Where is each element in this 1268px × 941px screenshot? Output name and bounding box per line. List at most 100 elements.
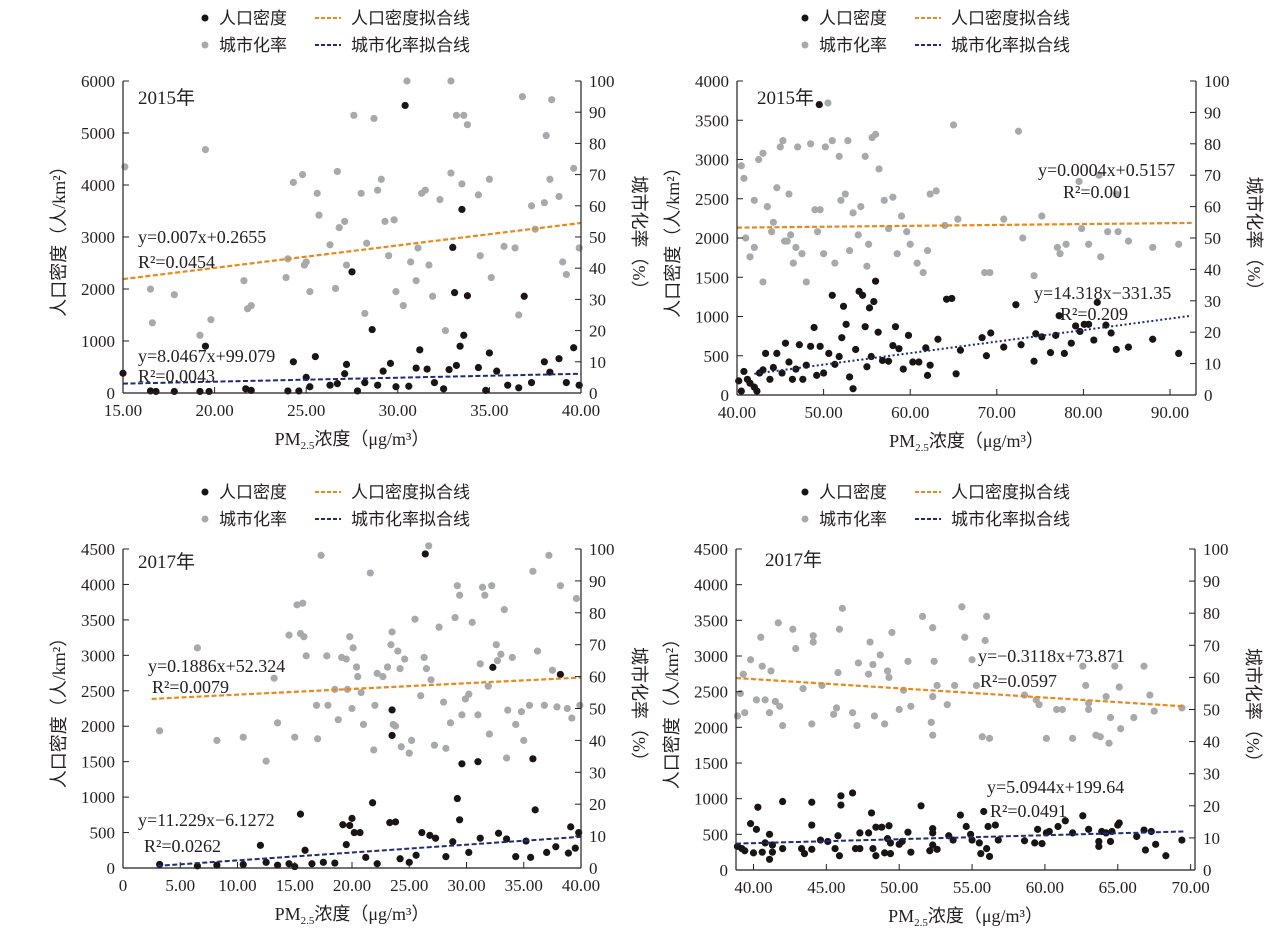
urban-point	[841, 190, 849, 198]
y2-tick-label: 30	[1204, 292, 1221, 311]
urban-point	[853, 721, 861, 730]
urban-point	[776, 702, 784, 710]
density-point	[1152, 840, 1160, 848]
density-point	[1107, 329, 1115, 337]
x-tick-label: 20.00	[195, 401, 233, 420]
density-point	[296, 810, 305, 818]
urban-point	[370, 114, 378, 123]
density-point	[458, 760, 466, 768]
urban-point	[334, 716, 342, 724]
urban-point	[458, 180, 466, 188]
density-point	[342, 841, 350, 849]
urban-point	[1124, 237, 1133, 245]
density-point	[482, 386, 490, 394]
density-point	[956, 811, 965, 819]
density-point	[540, 358, 548, 366]
density-point	[753, 387, 761, 395]
urban-point	[346, 633, 354, 641]
density-point	[975, 839, 983, 847]
density-point	[362, 853, 370, 861]
urban-point	[1030, 272, 1038, 280]
urban-point	[845, 246, 854, 255]
urban-point	[961, 633, 969, 641]
urban-point	[383, 663, 392, 671]
density-point	[564, 849, 573, 857]
density-fit-equation: y=−0.3118x+73.871	[978, 646, 1125, 666]
density-point	[339, 821, 347, 829]
density-point	[956, 346, 965, 354]
y-axis-label-right: 城市化率（%）	[1244, 177, 1264, 300]
urban-point	[239, 733, 247, 741]
urban-point	[575, 244, 583, 252]
y2-tick-label: 60	[1203, 668, 1220, 687]
urban-point	[520, 736, 528, 745]
density-point	[391, 818, 400, 826]
legend-urban-marker	[201, 41, 209, 49]
urban-point	[481, 591, 489, 599]
urban-point	[923, 246, 932, 255]
density-point	[431, 834, 440, 842]
density-fit-line	[736, 221, 1192, 229]
urban-point	[838, 604, 846, 612]
urban-point	[390, 216, 398, 224]
urban-point	[518, 93, 526, 101]
urban-point	[1115, 683, 1123, 691]
urban-point	[485, 175, 493, 183]
y-tick-label: 3000	[695, 151, 729, 170]
urban-point	[397, 743, 405, 751]
urban-point	[478, 583, 487, 591]
y2-tick-label: 80	[1203, 604, 1220, 623]
urban-point	[381, 217, 389, 225]
urban-point	[1085, 705, 1093, 714]
density-point	[872, 852, 880, 860]
density-point	[520, 292, 528, 300]
x-label-subscript: 2.5	[914, 917, 928, 929]
y-tick-label: 4000	[81, 176, 115, 195]
density-point	[800, 849, 809, 858]
y-axis-label-right: 城市化率（%）	[629, 647, 649, 770]
density-point	[768, 848, 777, 856]
density-point	[746, 820, 755, 828]
x-tick-label: 40.00	[562, 401, 600, 420]
urban-point	[933, 681, 941, 690]
urban-point	[156, 727, 164, 735]
density-point	[369, 799, 377, 807]
urban-point	[285, 631, 293, 639]
urban-point	[504, 706, 512, 714]
urban-point	[300, 633, 308, 641]
x-label-main: PM	[275, 429, 301, 449]
urban-point	[540, 199, 548, 207]
y2-tick-label: 0	[1203, 861, 1212, 880]
density-point	[450, 289, 459, 297]
density-point	[571, 844, 579, 852]
density-point	[895, 345, 903, 353]
legend-urban-fit-label: 城市化率拟合线	[951, 36, 1070, 55]
x-tick-label: 25.00	[390, 876, 428, 895]
urban-point	[1097, 253, 1105, 261]
y2-tick-label: 100	[589, 72, 615, 91]
y2-tick-label: 50	[589, 228, 606, 247]
density-point	[361, 379, 369, 387]
urban-point	[983, 612, 991, 621]
density-point	[452, 361, 461, 370]
urban-point	[741, 709, 749, 717]
urban-point	[771, 697, 779, 706]
urban-point	[1075, 177, 1083, 186]
x-tick-label: 45.00	[807, 878, 845, 897]
urban-point	[776, 143, 784, 151]
urban-point	[352, 663, 361, 671]
urban-point	[412, 277, 420, 285]
x-axis-label: PM2.5浓度（μg/m³）	[275, 429, 430, 452]
urban-point	[835, 152, 843, 160]
density-point	[795, 341, 803, 349]
y2-tick-label: 10	[1203, 829, 1220, 848]
urban-point	[865, 670, 873, 678]
urban-point	[447, 169, 455, 177]
density-point	[575, 381, 583, 389]
urban-point	[798, 250, 806, 258]
urban-point	[488, 582, 496, 590]
y-tick-label: 2500	[694, 683, 728, 702]
urban-point	[315, 211, 323, 219]
density-point	[1178, 836, 1186, 844]
y2-tick-label: 30	[589, 763, 606, 782]
